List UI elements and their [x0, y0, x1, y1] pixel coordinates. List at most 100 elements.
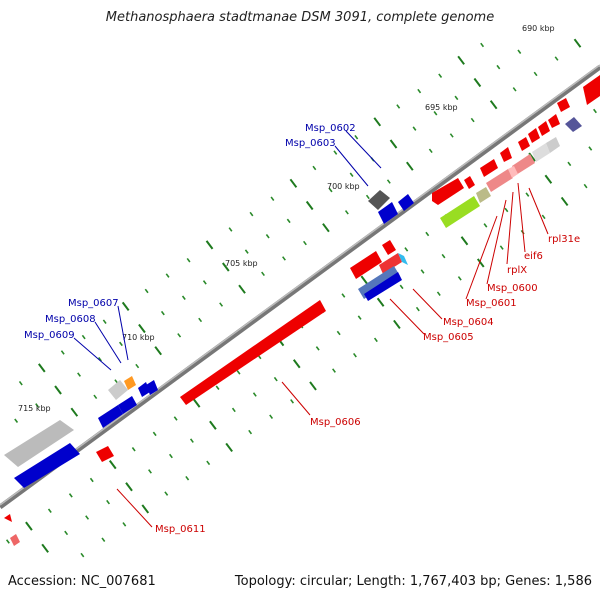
- gene-feature[interactable]: [368, 190, 390, 210]
- gene-label-msp0601[interactable]: Msp_0601: [466, 298, 517, 309]
- gene-label-rpl31e[interactable]: rpl31e: [548, 234, 580, 245]
- scale-tick: [354, 134, 359, 140]
- gene-feature[interactable]: [548, 114, 560, 128]
- scale-tick: [165, 273, 170, 278]
- scale-tick: [231, 407, 236, 413]
- gene-label-msp0605[interactable]: Msp_0605: [423, 332, 474, 343]
- gene-feature[interactable]: [565, 117, 582, 132]
- scale-tick: [80, 552, 85, 558]
- gene-label-msp0602[interactable]: Msp_0602: [305, 123, 356, 134]
- scale-tick: [420, 269, 425, 274]
- scale-tick: [164, 491, 169, 496]
- gene-feature[interactable]: [382, 240, 396, 255]
- scale-tick: [185, 475, 190, 481]
- gene-feature[interactable]: [14, 443, 80, 488]
- scale-tick: [273, 376, 278, 382]
- scale-tick: [554, 56, 559, 61]
- gene-label-msp0611[interactable]: Msp_0611: [155, 524, 206, 535]
- scale-tick: [131, 446, 136, 452]
- scale-tick: [41, 543, 49, 553]
- scale-tick: [517, 49, 522, 54]
- kbp-label-710: 710 kbp: [122, 333, 155, 342]
- gene-feature[interactable]: [480, 159, 498, 177]
- scale-ticks: [5, 38, 597, 558]
- scale-tick: [457, 55, 465, 65]
- gene-label-msp0600[interactable]: Msp_0600: [487, 283, 538, 294]
- gene-feature[interactable]: [464, 176, 475, 189]
- scale-tick: [504, 207, 509, 213]
- gene-feature[interactable]: [364, 272, 402, 301]
- scale-tick: [470, 117, 475, 123]
- gene-feature[interactable]: [476, 187, 491, 203]
- gene-feature[interactable]: [398, 194, 414, 211]
- gene-label-msp0604[interactable]: Msp_0604: [443, 317, 494, 328]
- scale-tick: [322, 223, 330, 233]
- gene-label-msp0606[interactable]: Msp_0606: [310, 417, 361, 428]
- scale-tick: [265, 234, 270, 239]
- kbp-label-705: 705 kbp: [225, 259, 258, 268]
- gene-label-eif6[interactable]: eif6: [524, 251, 543, 262]
- gene-feature[interactable]: [532, 143, 550, 162]
- gene-label-msp0607[interactable]: Msp_0607: [68, 298, 119, 309]
- gene-feature[interactable]: [398, 253, 408, 265]
- scale-tick: [404, 247, 409, 252]
- scale-tick: [270, 196, 275, 201]
- gene-feature[interactable]: [4, 514, 12, 522]
- scale-tick: [449, 133, 454, 138]
- gene-feature-msp0606[interactable]: [180, 300, 326, 405]
- gene-feature[interactable]: [118, 396, 137, 414]
- gene-feature[interactable]: [440, 196, 480, 228]
- scale-tick: [357, 315, 362, 320]
- scale-tick: [460, 236, 469, 246]
- gene-label-msp0608[interactable]: Msp_0608: [45, 314, 96, 325]
- gene-feature[interactable]: [108, 380, 128, 400]
- gene-feature[interactable]: [10, 534, 20, 546]
- scale-tick: [352, 352, 357, 358]
- scale-tick: [219, 302, 224, 307]
- gene-feature[interactable]: [518, 137, 530, 151]
- gene-label-msp0609[interactable]: Msp_0609: [24, 330, 75, 341]
- scale-tick: [261, 271, 265, 277]
- scale-tick: [54, 385, 62, 395]
- gene-feature[interactable]: [432, 178, 464, 205]
- gene-feature[interactable]: [358, 266, 400, 299]
- gene-feature[interactable]: [583, 75, 600, 105]
- scale-tick: [349, 172, 354, 178]
- gene-feature[interactable]: [557, 98, 570, 112]
- scale-tick: [583, 183, 588, 189]
- gene-feature[interactable]: [350, 251, 382, 279]
- scale-tick: [189, 438, 194, 443]
- gene-feature[interactable]: [500, 147, 512, 162]
- scale-tick: [64, 530, 69, 536]
- scale-tick: [249, 211, 254, 217]
- gene-feature[interactable]: [98, 405, 123, 428]
- scale-tick: [89, 477, 94, 483]
- scale-tick: [154, 346, 162, 356]
- scale-tick: [412, 126, 417, 131]
- scale-tick: [135, 363, 140, 369]
- scale-tick: [438, 73, 443, 78]
- scale-tick: [373, 117, 382, 127]
- scale-tick: [567, 161, 572, 167]
- scale-tick: [373, 337, 378, 343]
- scale-tick: [496, 64, 501, 70]
- scale-tick: [209, 420, 217, 430]
- gene-feature[interactable]: [124, 376, 136, 390]
- gene-label-rplx[interactable]: rplX: [507, 265, 527, 276]
- kbp-label-700: 700 kbp: [327, 182, 360, 191]
- gene-label-msp0603[interactable]: Msp_0603: [285, 138, 336, 149]
- gene-feature[interactable]: [146, 380, 158, 395]
- gene-feature[interactable]: [379, 253, 402, 274]
- gene-feature[interactable]: [378, 202, 398, 224]
- gene-feature[interactable]: [96, 446, 114, 462]
- gene-feature[interactable]: [486, 169, 513, 192]
- gene-feature[interactable]: [508, 166, 518, 178]
- scale-tick: [560, 196, 569, 207]
- gene-feature[interactable]: [512, 154, 535, 175]
- gene-feature[interactable]: [546, 137, 560, 153]
- gene-feature[interactable]: [538, 121, 550, 136]
- genome-backbone-highlight: [0, 64, 600, 506]
- gene-feature[interactable]: [528, 128, 540, 143]
- gene-feature[interactable]: [4, 420, 74, 467]
